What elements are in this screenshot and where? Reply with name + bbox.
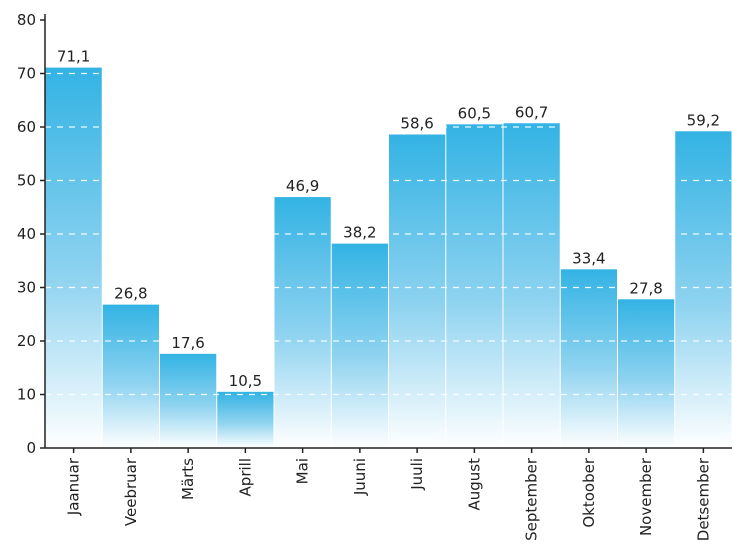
bar-9 <box>560 269 617 448</box>
data-label-4: 46,9 <box>286 177 319 195</box>
data-label-6: 58,6 <box>400 114 433 132</box>
y-tick-label-3: 30 <box>17 279 36 297</box>
data-label-5: 38,2 <box>343 224 376 242</box>
data-label-9: 33,4 <box>572 249 605 267</box>
bar-3 <box>217 391 274 448</box>
data-label-1: 26,8 <box>114 285 147 303</box>
category-label-0: Jaanuar <box>65 457 83 516</box>
data-label-3: 10,5 <box>229 372 262 390</box>
category-label-5: Juuni <box>351 458 369 496</box>
category-label-4: Mai <box>294 458 312 484</box>
data-label-11: 59,2 <box>687 111 720 129</box>
bar-6 <box>389 134 446 449</box>
category-label-10: November <box>637 457 655 536</box>
category-label-2: Märts <box>179 458 197 500</box>
y-tick-label-5: 50 <box>17 172 36 190</box>
bar-4 <box>274 197 331 448</box>
data-label-7: 60,5 <box>458 104 491 122</box>
y-tick-label-1: 10 <box>17 386 36 404</box>
data-label-2: 17,6 <box>171 334 204 352</box>
category-label-1: Veebruar <box>122 457 140 526</box>
labels-group: 71,1 Jaanuar 26,8 Veebruar 17,6 Märts 10,5 Apri… <box>17 11 720 541</box>
bar-2 <box>160 353 217 448</box>
bar-8 <box>503 123 560 448</box>
bar-7 <box>446 124 503 448</box>
category-label-7: August <box>465 458 483 511</box>
category-label-8: September <box>523 457 541 541</box>
y-tick-label-0: 0 <box>26 439 36 457</box>
y-tick-label-2: 20 <box>17 332 36 350</box>
data-label-10: 27,8 <box>629 279 662 297</box>
y-tick-label-8: 80 <box>17 11 36 29</box>
data-label-8: 60,7 <box>515 103 548 121</box>
data-label-0: 71,1 <box>57 48 90 66</box>
axes <box>40 14 732 453</box>
bar-10 <box>618 299 675 448</box>
category-label-6: Juuli <box>408 458 426 491</box>
category-label-11: Detsember <box>694 457 712 541</box>
bar-5 <box>331 243 388 448</box>
y-tick-label-6: 60 <box>17 118 36 136</box>
category-label-3: Aprill <box>236 458 254 496</box>
y-tick-label-7: 70 <box>17 65 36 83</box>
bars-group <box>45 67 732 449</box>
bar-1 <box>102 304 159 448</box>
bar-11 <box>675 131 732 448</box>
bar-0 <box>45 67 102 449</box>
y-tick-label-4: 40 <box>17 225 36 243</box>
category-label-9: Oktoober <box>580 457 598 527</box>
